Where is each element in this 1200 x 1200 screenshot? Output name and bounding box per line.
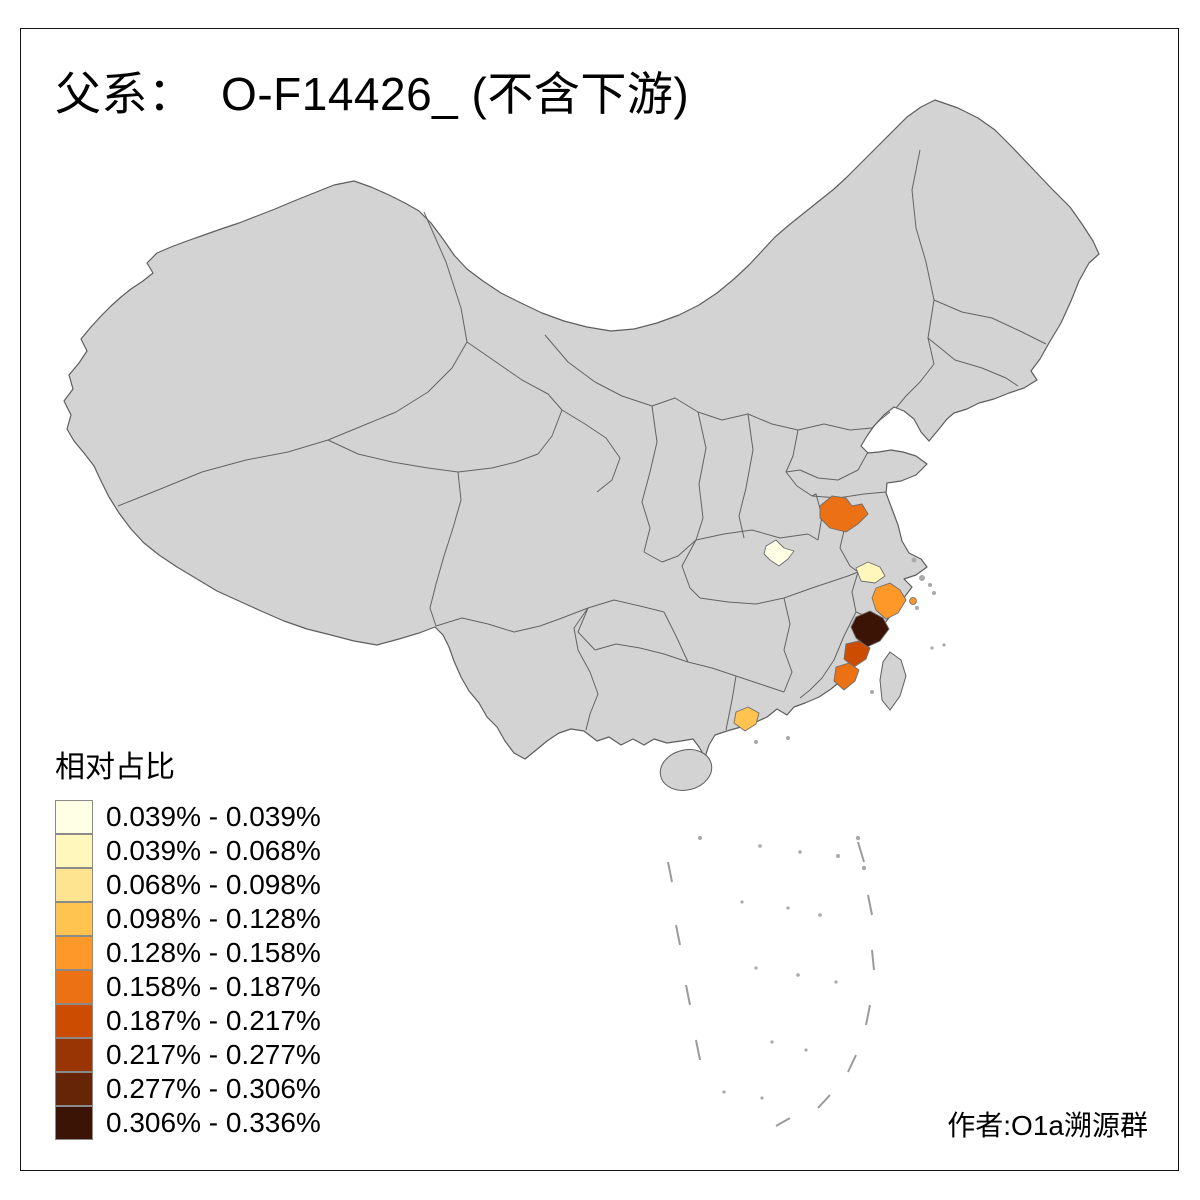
province-border [327,439,462,627]
region-central-fujian [843,640,871,668]
legend-items: 0.039% - 0.039% 0.039% - 0.068% 0.068% -… [55,800,321,1140]
region-northeast-fujian [850,610,890,648]
province-border [699,587,813,605]
page-title: 父系： O-F14426_ (不含下游) [55,68,690,120]
nine-dash-line [667,841,875,1127]
province-border [811,571,859,589]
province-border [117,211,468,507]
province-border [457,409,563,473]
legend-label: 0.128% - 0.158% [106,937,321,968]
legend-item: 0.039% - 0.068% [55,834,321,868]
province-border [895,149,935,409]
province-border [738,413,754,539]
province-border [871,411,891,429]
legend-title: 相对占比 [55,751,175,784]
legend-label: 0.039% - 0.068% [106,835,321,866]
province-border [681,539,701,599]
legend-label: 0.039% - 0.039% [106,801,321,832]
taiwan-island [879,651,907,711]
legend-item: 0.068% - 0.098% [55,868,321,902]
legend-swatch [55,834,93,868]
legend-label: 0.158% - 0.187% [106,971,321,1002]
choropleth-regions [733,495,917,732]
legend-item: 0.039% - 0.039% [55,800,321,834]
region-south-anhui-border [855,561,886,584]
legend-item: 0.306% - 0.336% [55,1106,321,1140]
legend-item: 0.277% - 0.306% [55,1072,321,1106]
legend-swatch [55,936,93,970]
province-border [783,597,793,693]
province-border [811,493,823,541]
province-border [573,607,599,731]
province-border [435,607,589,633]
region-coastal-zhejiang [871,582,907,620]
province-border [466,341,621,493]
south-sea-islets [698,835,867,1100]
legend-swatch [55,1004,93,1038]
legend-item: 0.128% - 0.158% [55,936,321,970]
province-border [544,334,873,431]
region-pearl-delta-guangdong [733,706,760,732]
province-border [927,337,1019,387]
province-border [577,607,596,651]
province-border [725,675,737,731]
legend-item: 0.098% - 0.128% [55,902,321,936]
province-borders [117,149,1047,731]
legend-label: 0.306% - 0.336% [106,1107,321,1138]
legend-item: 0.158% - 0.187% [55,970,321,1004]
legend-swatch [55,800,93,834]
province-border [799,611,857,699]
province-border [587,599,665,613]
region-zhoushan-island [909,597,917,605]
legend-label: 0.187% - 0.217% [106,1005,321,1036]
legend-swatch [55,1106,93,1140]
province-border [811,491,887,499]
legend-item: 0.187% - 0.217% [55,1004,321,1038]
region-hubei-patch [763,539,795,567]
province-border [594,643,689,663]
legend-item: 0.217% - 0.277% [55,1038,321,1072]
legend-label: 0.068% - 0.098% [106,869,321,900]
coastal-islets [754,557,946,744]
region-central-anhui [819,495,869,533]
legend-label: 0.217% - 0.277% [106,1039,321,1070]
province-border [641,405,658,553]
legend-label: 0.277% - 0.306% [106,1073,321,1104]
legend-swatch [55,970,93,1004]
province-border [933,299,1047,345]
legend-swatch [55,868,93,902]
legend-label: 0.098% - 0.128% [106,903,321,934]
province-border [785,451,869,481]
mainland-china-shape [63,99,1100,760]
province-border [663,611,689,663]
author-credit: 作者:O1a溯源群 [947,1110,1148,1141]
legend: 相对占比 0.039% - 0.039% 0.039% - 0.068% 0.0… [55,742,321,1140]
province-border [695,529,819,541]
hainan-island [659,749,713,791]
province-border [695,411,707,541]
region-south-fujian [833,662,860,691]
province-border [643,539,697,563]
legend-swatch [55,1072,93,1106]
legend-swatch [55,1038,93,1072]
legend-swatch [55,902,93,936]
province-border [851,571,859,613]
